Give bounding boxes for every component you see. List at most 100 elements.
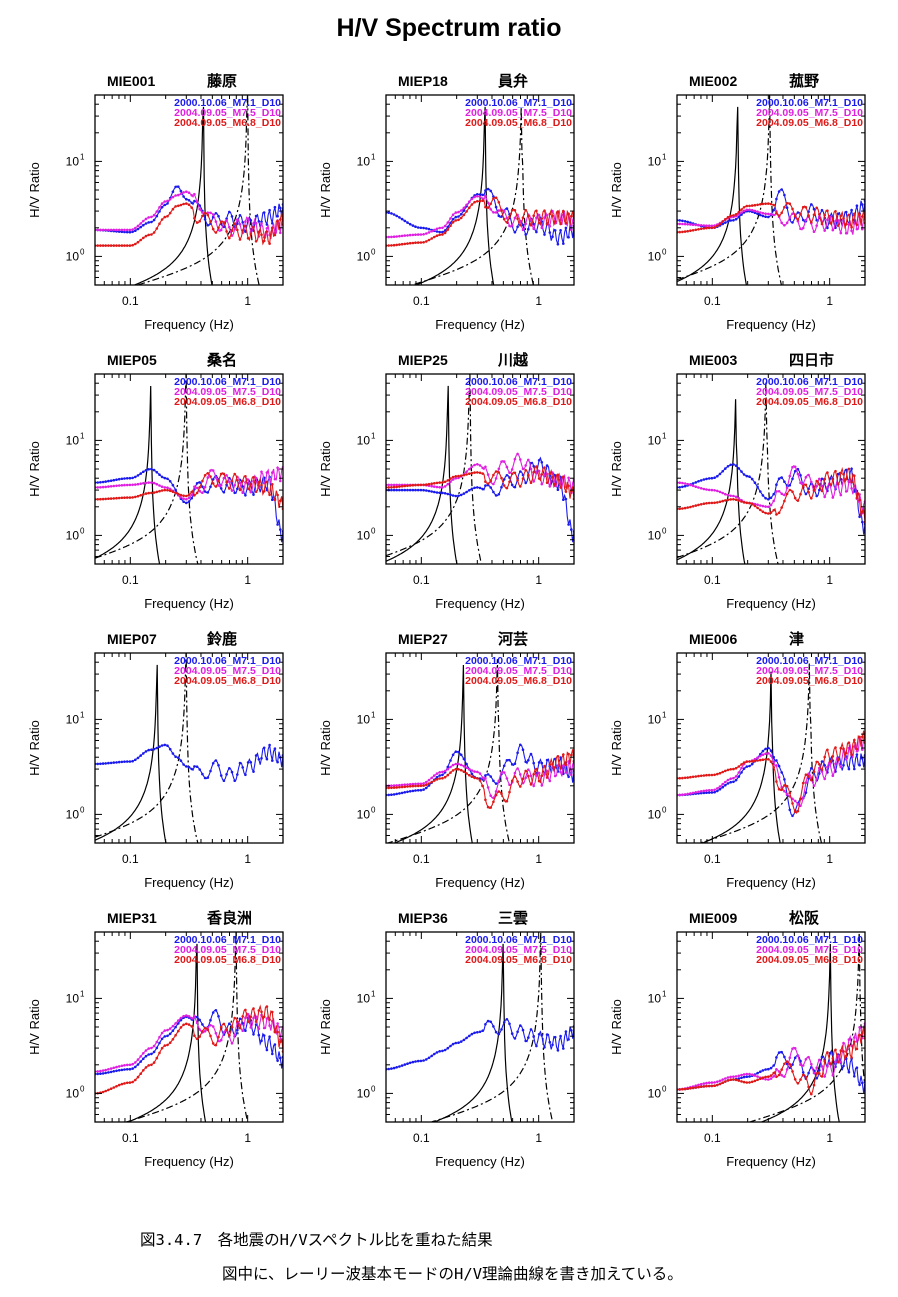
observed-series (677, 1022, 865, 1096)
theory-higher-line (124, 932, 249, 1122)
series-point (433, 485, 436, 488)
series-point (828, 1062, 832, 1065)
x-tick-label: 0.1 (704, 294, 721, 308)
series-point (430, 490, 434, 493)
series-point (537, 771, 541, 775)
series-point (419, 483, 423, 487)
series-point (179, 493, 183, 497)
series-point (203, 1026, 207, 1030)
y-tick-exponent: 1 (662, 152, 667, 161)
series-point (716, 474, 719, 478)
series-point (236, 228, 239, 232)
series-point (858, 1033, 861, 1037)
series-point (767, 202, 770, 205)
series-point (724, 1080, 727, 1083)
series-point (750, 502, 754, 506)
series-point (217, 226, 220, 230)
x-tick-label: 0.1 (413, 294, 430, 308)
series-point (545, 481, 549, 485)
series-point (438, 481, 442, 484)
series-point (115, 1085, 118, 1088)
series-point (236, 218, 239, 221)
series-point (225, 1028, 228, 1032)
series-point (769, 212, 773, 216)
series-point (502, 210, 506, 213)
series-point (101, 497, 105, 501)
series-point (710, 488, 714, 492)
series-point (524, 1039, 527, 1043)
series-point (427, 238, 431, 242)
series-point (721, 782, 724, 786)
series-point (486, 786, 490, 789)
series-point (265, 757, 269, 761)
series-point (257, 1033, 261, 1037)
series-point (425, 780, 428, 784)
series-point (793, 810, 797, 814)
series-point (99, 1069, 102, 1073)
series-point (705, 477, 708, 481)
series-point (155, 490, 159, 494)
series-point (761, 214, 765, 218)
series-point (193, 485, 196, 489)
series-point (279, 206, 282, 210)
series-point (273, 498, 277, 502)
series-point (96, 1070, 99, 1073)
series-point (101, 1090, 105, 1094)
x-tick-label: 1 (535, 1131, 542, 1145)
series-point (249, 1015, 253, 1019)
series-point (812, 230, 816, 233)
series-point (839, 214, 843, 218)
series-point (185, 501, 188, 505)
series-point (142, 219, 145, 223)
series-point (449, 759, 452, 762)
series-point (276, 466, 279, 470)
series-point (400, 791, 404, 795)
series-point (707, 1081, 711, 1084)
series-point (775, 759, 778, 762)
series-point (273, 1030, 277, 1034)
series-point (238, 481, 242, 485)
observed-series (386, 452, 574, 543)
series-point (241, 766, 244, 769)
series-point (532, 784, 535, 788)
series-point (858, 735, 861, 739)
y-tick-exponent: 0 (371, 1084, 376, 1093)
series-point (233, 491, 236, 495)
y-tick-label: 10 (357, 712, 371, 726)
series-point (185, 498, 188, 501)
legend-entry: 2004.09.05_M7.5_D10 (174, 944, 281, 956)
series-point (142, 1069, 145, 1072)
series-point (844, 751, 848, 755)
series-point (419, 788, 423, 792)
series-point (826, 209, 829, 212)
legend-entry: 2000.10.06_M7.1_D10 (174, 376, 281, 388)
series-point (804, 773, 808, 776)
series-point (427, 784, 431, 787)
series-point (123, 496, 126, 500)
legend-entry: 2004.09.05_M6.8_D10 (174, 117, 281, 129)
series-point (540, 461, 544, 464)
series-point (737, 467, 741, 470)
series-point (398, 783, 401, 787)
series-point (158, 222, 161, 225)
series-point (390, 483, 393, 487)
series-point (416, 782, 420, 786)
y-tick-exponent: 1 (80, 989, 85, 998)
series-point (716, 789, 719, 793)
series-point (131, 230, 134, 234)
series-point (484, 774, 487, 777)
series-point (489, 486, 493, 489)
series-point (252, 493, 255, 496)
series-point (502, 771, 506, 774)
station-name: 菰野 (789, 72, 819, 90)
series-point (716, 772, 719, 776)
series-point (265, 480, 269, 484)
series-point (125, 244, 129, 247)
series-point (171, 195, 175, 199)
series-point (529, 1028, 533, 1031)
series-point (390, 486, 393, 489)
series-point (476, 463, 479, 466)
series-point (553, 229, 557, 232)
series-point (556, 755, 560, 758)
series-point (729, 768, 732, 771)
